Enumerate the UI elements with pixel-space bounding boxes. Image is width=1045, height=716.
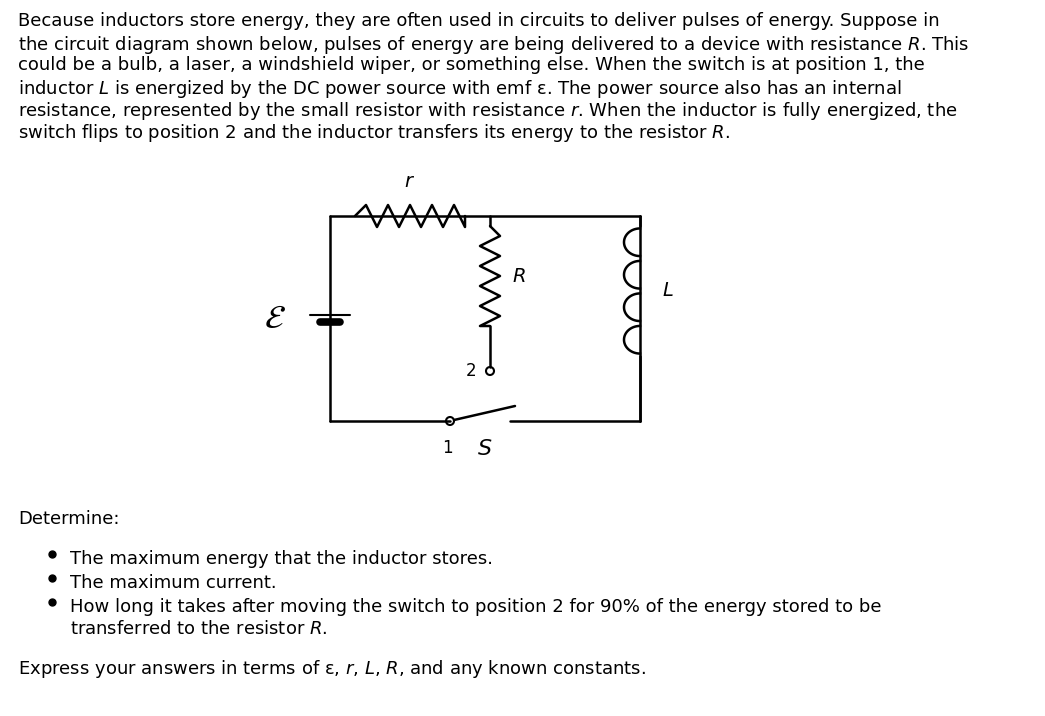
Text: transferred to the resistor $R$.: transferred to the resistor $R$.	[70, 620, 327, 638]
Text: $S$: $S$	[478, 439, 492, 459]
Text: $L$: $L$	[661, 281, 674, 301]
Text: inductor $L$ is energized by the DC power source with emf ε. The power source al: inductor $L$ is energized by the DC powe…	[18, 78, 902, 100]
Text: switch flips to position 2 and the inductor transfers its energy to the resistor: switch flips to position 2 and the induc…	[18, 122, 730, 144]
Text: How long it takes after moving the switch to position 2 for 90% of the energy st: How long it takes after moving the switc…	[70, 598, 882, 616]
Text: Determine:: Determine:	[18, 510, 119, 528]
Text: the circuit diagram shown below, pulses of energy are being delivered to a devic: the circuit diagram shown below, pulses …	[18, 34, 970, 56]
Text: resistance, represented by the small resistor with resistance $r$. When the indu: resistance, represented by the small res…	[18, 100, 957, 122]
Text: The maximum current.: The maximum current.	[70, 574, 277, 592]
Text: could be a bulb, a laser, a windshield wiper, or something else. When the switch: could be a bulb, a laser, a windshield w…	[18, 56, 925, 74]
Text: $\mathcal{E}$: $\mathcal{E}$	[264, 302, 286, 335]
Text: Express your answers in terms of ε, $r$, $L$, $R$, and any known constants.: Express your answers in terms of ε, $r$,…	[18, 658, 646, 680]
Text: 1: 1	[442, 439, 452, 457]
Text: The maximum energy that the inductor stores.: The maximum energy that the inductor sto…	[70, 550, 493, 568]
Text: Because inductors store energy, they are often used in circuits to deliver pulse: Because inductors store energy, they are…	[18, 12, 939, 30]
Text: $r$: $r$	[404, 172, 416, 191]
Text: $R$: $R$	[512, 266, 526, 286]
Text: 2: 2	[465, 362, 477, 380]
